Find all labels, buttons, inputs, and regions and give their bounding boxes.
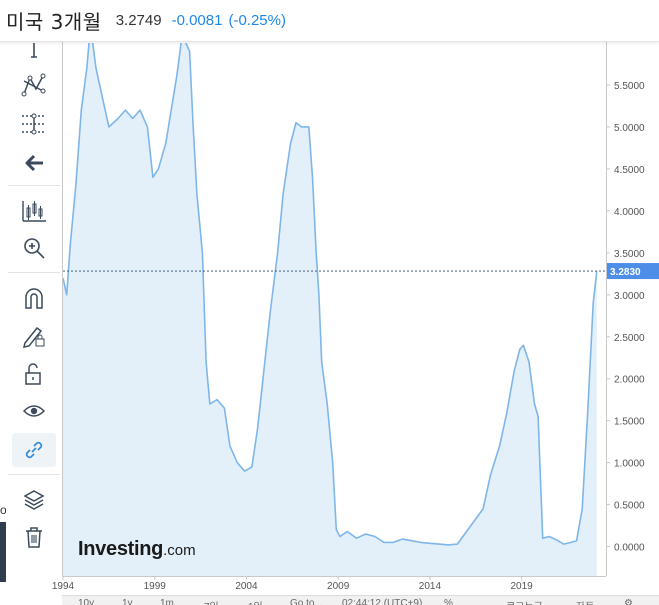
price-axis[interactable] [606,42,659,576]
trash-icon [26,527,42,548]
bottom-bar-item[interactable]: 10y [78,598,95,605]
fibonacci-icon [22,113,46,135]
bottom-bar-item[interactable]: Go to... [290,598,323,605]
toolbar-divider [8,185,60,186]
bottom-bar-item[interactable]: 1일 [248,598,263,605]
layers-icon [23,490,45,510]
drawing-toolbar [6,42,62,595]
fibonacci-tool[interactable] [12,107,56,141]
bottom-bar-item[interactable]: 1y [122,598,133,605]
candlestick-tool[interactable] [12,194,56,228]
visibility-tool[interactable] [12,394,56,428]
pattern-draw-icon [21,73,46,97]
bottom-bar-item[interactable]: 로그눈금 [506,598,543,605]
price-change-percent: (-0.25%) [228,12,286,29]
bottom-bar-item[interactable]: 자동 [576,598,594,605]
lock-drawing-tool[interactable] [12,319,56,353]
zoom-icon [24,238,45,259]
link-tool[interactable] [12,433,56,467]
link-icon [25,441,43,459]
zoom-tool[interactable] [12,231,56,265]
pencil-lock-icon [22,326,45,348]
time-axis[interactable] [62,576,606,595]
layers-tool[interactable] [12,483,56,517]
investing-watermark: Investing .com [78,538,196,561]
crosshair-tool[interactable] [12,42,56,66]
side-stub-label: o [0,503,7,517]
instrument-header: 미국 3개월 3.2749 -0.0081 (-0.25%) [0,0,659,42]
bottom-bar-item[interactable]: 02:44:12 (UTC+9) [342,598,423,605]
watermark-brand: Investing [78,538,164,560]
chart-bottom-toolbar: 10y 1y 1m 7일 1일 Go to... 02:44:12 (UTC+9)% 로그눈금… [62,595,659,605]
delete-tool[interactable] [12,520,56,554]
watermark-suffix: .com [163,542,196,559]
instrument-name: 미국 3개월 [6,10,102,34]
side-panel-stub [0,522,6,582]
bottom-bar-item[interactable]: % [444,598,453,605]
unlock-icon [25,363,41,385]
chart-plot-area[interactable] [62,42,606,576]
magnet-icon [25,288,43,309]
magnet-tool[interactable] [12,281,56,315]
candlestick-icon [22,201,46,222]
toolbar-divider [8,272,60,273]
toolbar-divider [8,474,60,475]
last-price: 3.2749 [115,12,162,29]
pattern-tool[interactable] [12,68,56,102]
crosshair-icon [31,43,37,58]
back-arrow-icon [25,154,43,172]
bottom-bar-item[interactable]: 7일 [204,598,219,605]
unlock-tool[interactable] [12,357,56,391]
back-tool[interactable] [12,146,56,180]
eye-icon [22,405,46,417]
bottom-bar-item[interactable]: 1m [160,598,174,605]
settings-gear-icon[interactable]: ⚙ [624,598,633,605]
price-change: -0.0081 [171,12,223,29]
